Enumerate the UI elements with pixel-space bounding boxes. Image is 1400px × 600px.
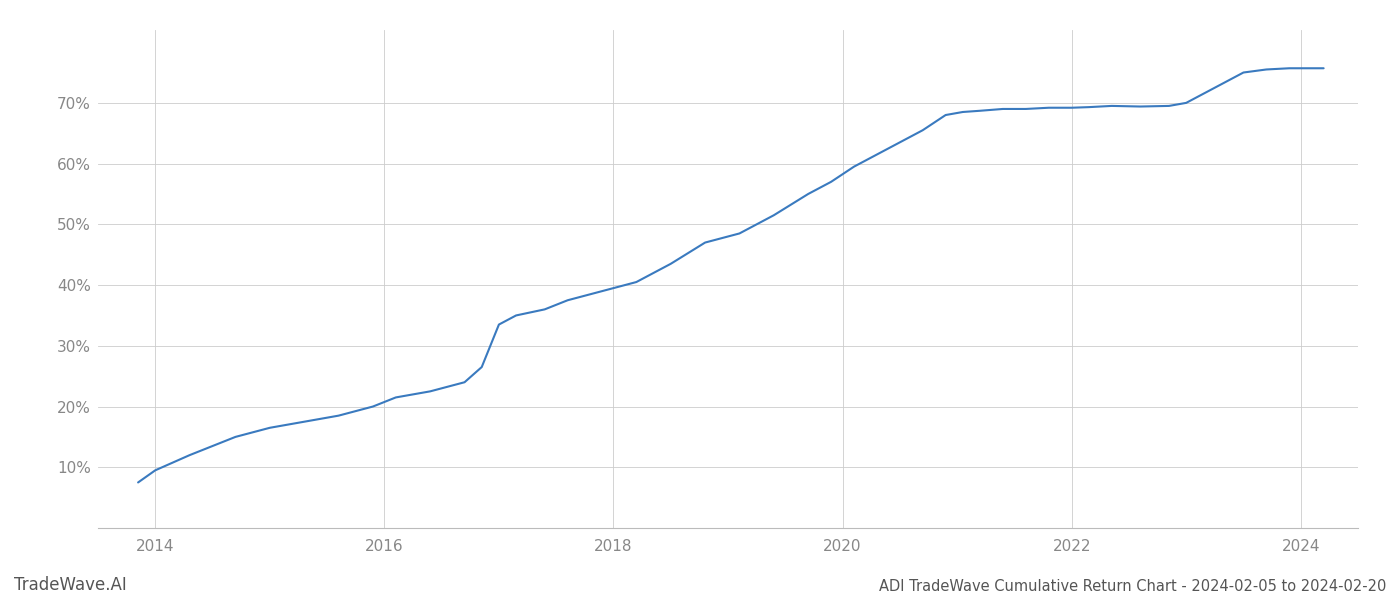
Text: TradeWave.AI: TradeWave.AI	[14, 576, 127, 594]
Text: ADI TradeWave Cumulative Return Chart - 2024-02-05 to 2024-02-20: ADI TradeWave Cumulative Return Chart - …	[879, 579, 1386, 594]
